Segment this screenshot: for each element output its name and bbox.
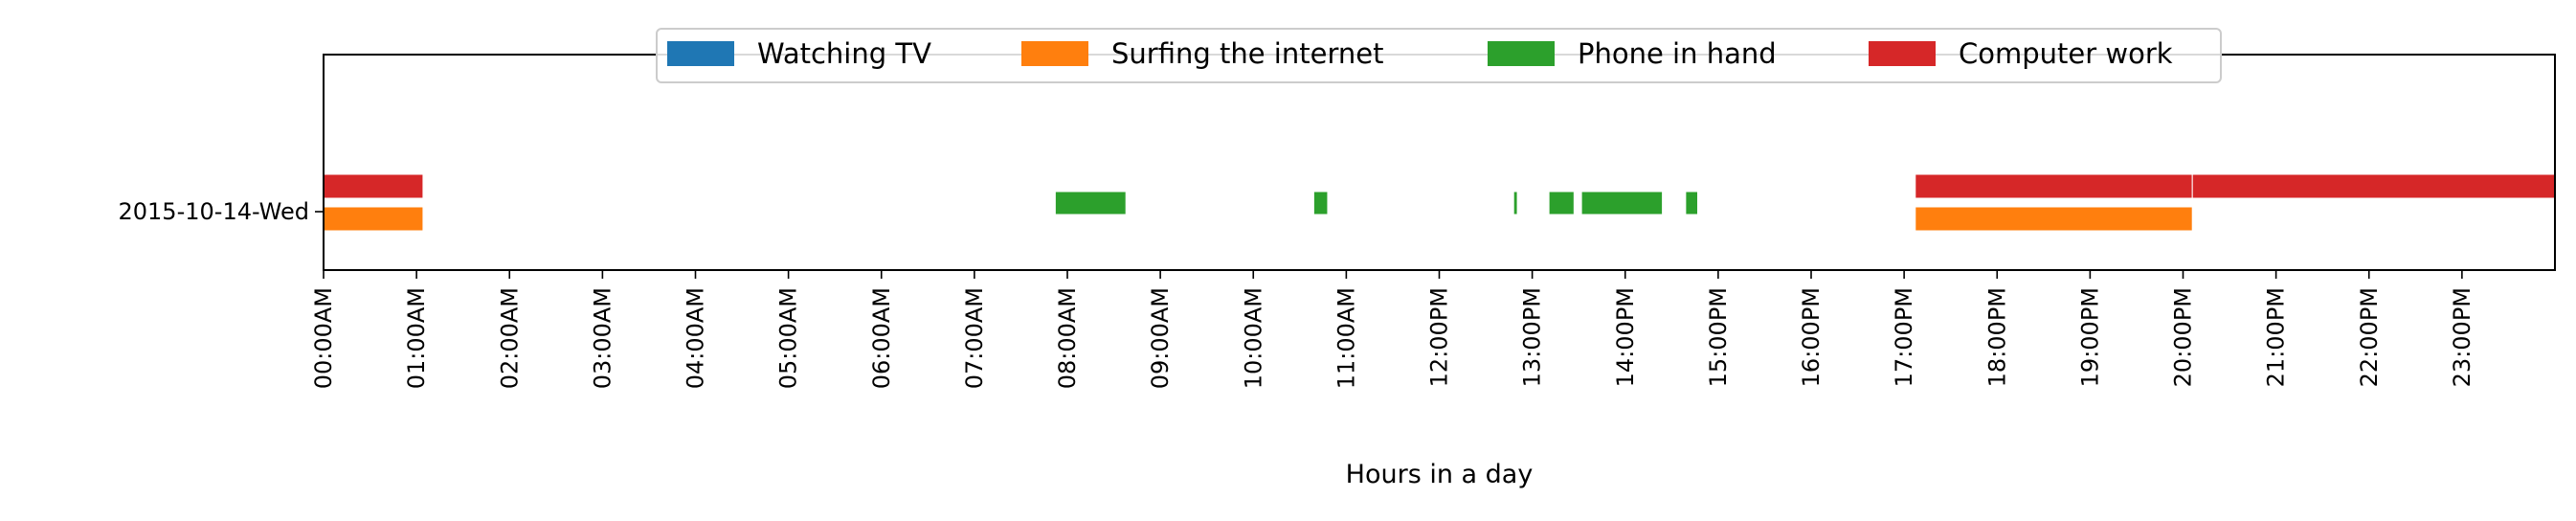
plot-frame bbox=[323, 54, 2556, 271]
x-tick-label-10: 10:00AM bbox=[1240, 287, 1266, 389]
bar-phone-in-hand-4 bbox=[1580, 191, 1664, 215]
legend-label-2: Phone in hand bbox=[1578, 37, 1777, 70]
x-tick-label-23: 23:00PM bbox=[2449, 287, 2475, 387]
x-tick-label-4: 04:00AM bbox=[683, 287, 709, 389]
legend-label-1: Surfing the internet bbox=[1111, 37, 1383, 70]
axes-layer: 00:00AM 01:00AM 02:00AM 03:00AM 04:00AM 05:00… bbox=[119, 54, 2556, 489]
x-axis-label: Hours in a day bbox=[1346, 460, 1534, 489]
x-tick-label-19: 19:00PM bbox=[2076, 287, 2103, 387]
x-tick-label-22: 22:00PM bbox=[2356, 287, 2383, 387]
chart-legend: Watching TV Surfing the internet Phone in … bbox=[656, 28, 2222, 83]
y-tick-label-0: 2015-10-14-Wed bbox=[119, 198, 310, 225]
bar-phone-in-hand-5 bbox=[1685, 191, 1699, 215]
x-tick-label-0: 00:00AM bbox=[310, 287, 337, 389]
x-tick-label-20: 20:00PM bbox=[2170, 287, 2197, 387]
x-tick-label-9: 09:00AM bbox=[1147, 287, 1174, 389]
x-tick-label-3: 03:00AM bbox=[589, 287, 616, 389]
x-tick-label-13: 13:00PM bbox=[1519, 287, 1546, 387]
bar-phone-in-hand-1 bbox=[1312, 191, 1329, 215]
x-tick-label-2: 02:00AM bbox=[496, 287, 523, 389]
x-tick-label-16: 16:00PM bbox=[1798, 287, 1825, 387]
legend-swatch-3 bbox=[1869, 41, 1936, 66]
bar-surfing-the-internet-1 bbox=[1915, 206, 2193, 232]
legend-label-0: Watching TV bbox=[757, 37, 931, 70]
bar-phone-in-hand-2 bbox=[1512, 191, 1518, 215]
x-tick-label-14: 14:00PM bbox=[1612, 287, 1639, 387]
x-tick-label-17: 17:00PM bbox=[1891, 287, 1917, 387]
x-tick-label-1: 01:00AM bbox=[403, 287, 430, 389]
x-tick-label-11: 11:00AM bbox=[1333, 287, 1359, 389]
x-tick-label-21: 21:00PM bbox=[2263, 287, 2290, 387]
bar-surfing-the-internet-0 bbox=[323, 206, 424, 232]
bar-computer-work-2 bbox=[2191, 173, 2556, 199]
bar-phone-in-hand-0 bbox=[1054, 191, 1127, 215]
legend-swatch-2 bbox=[1488, 41, 1555, 66]
x-tick-label-12: 12:00PM bbox=[1426, 287, 1453, 387]
legend-swatch-1 bbox=[1021, 41, 1088, 66]
legend-label-3: Computer work bbox=[1959, 37, 2173, 70]
x-tick-label-15: 15:00PM bbox=[1705, 287, 1732, 387]
x-tick-label-6: 06:00AM bbox=[868, 287, 895, 389]
x-tick-label-7: 07:00AM bbox=[961, 287, 988, 389]
bar-computer-work-1 bbox=[1915, 173, 2193, 199]
x-tick-label-18: 18:00PM bbox=[1983, 287, 2010, 387]
bars-layer bbox=[323, 173, 2556, 232]
x-tick-label-8: 08:00AM bbox=[1054, 287, 1081, 389]
x-tick-label-5: 05:00AM bbox=[775, 287, 802, 389]
legend-swatch-0 bbox=[667, 41, 734, 66]
bar-computer-work-0 bbox=[323, 173, 424, 199]
bar-phone-in-hand-3 bbox=[1548, 191, 1575, 215]
